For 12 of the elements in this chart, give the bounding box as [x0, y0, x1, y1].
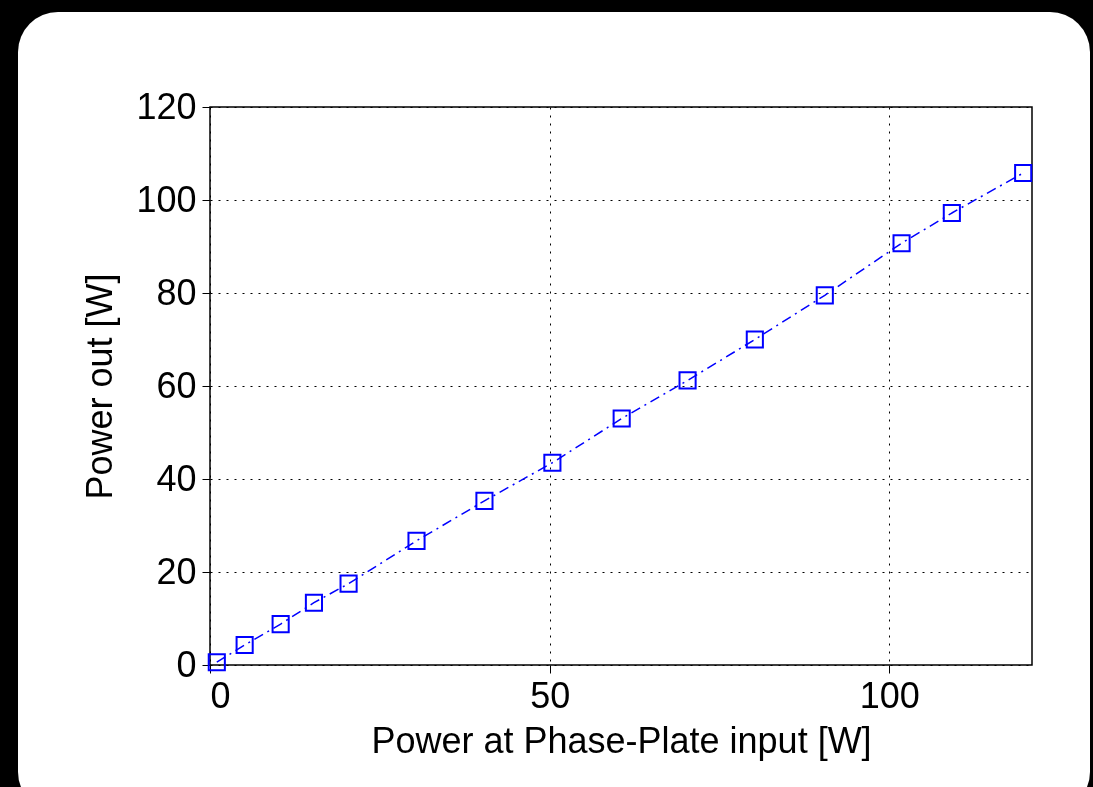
y-tick-label: 20	[156, 550, 197, 592]
x-tick-label: 50	[530, 674, 571, 716]
x-tick-label: 0	[210, 674, 231, 716]
y-tick-label: 0	[176, 643, 197, 685]
y-axis-title: Power out [W]	[79, 273, 121, 500]
y-tick-label: 60	[156, 364, 197, 406]
x-axis-title: Power at Phase-Plate input [W]	[371, 719, 872, 761]
y-tick-label: 100	[136, 178, 197, 220]
y-tick-label: 120	[136, 85, 197, 127]
y-tick-label: 40	[156, 457, 197, 499]
y-tick-label: 80	[156, 271, 197, 313]
x-tick-label: 100	[859, 674, 920, 716]
